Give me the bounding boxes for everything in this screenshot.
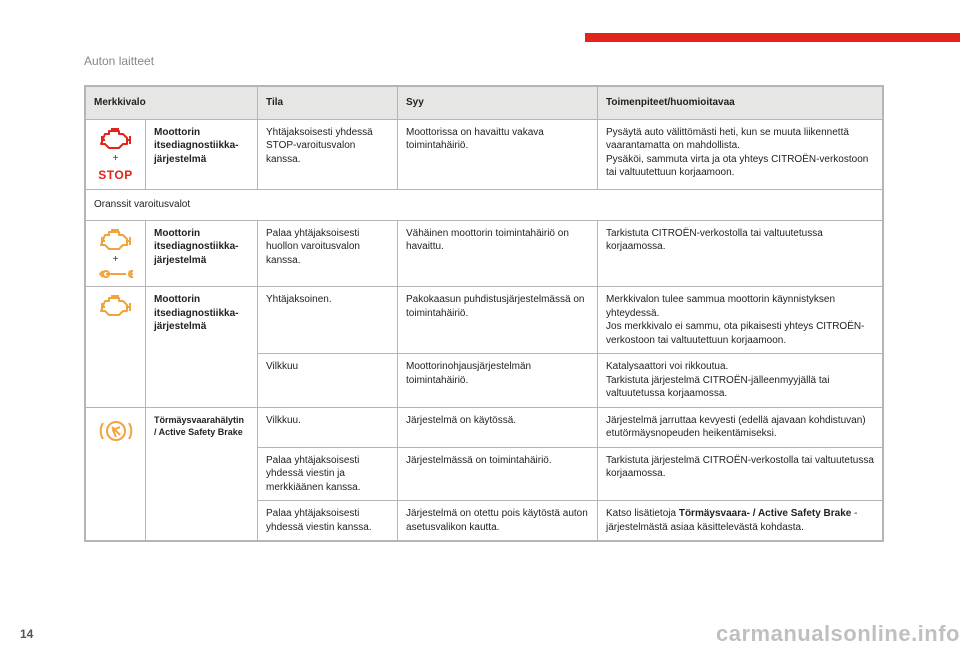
plus-symbol: + [94, 152, 137, 166]
state-cell: Palaa yhtäjaksoisesti yhdessä viestin ja… [258, 447, 398, 501]
table-row: Törmäysvaarahälytin / Active Safety Brak… [86, 407, 883, 447]
state-cell: Vilkkuu. [258, 407, 398, 447]
action-cell: Tarkistuta järjestelmä CITROËN-verkostol… [598, 447, 883, 501]
state-cell: Yhtäjaksoisesti yhdessä STOP-varoitusval… [258, 119, 398, 190]
cause-cell: Moottorissa on havaittu vakava toimintah… [398, 119, 598, 190]
section-heading-row: Oranssit varoitusvalot [86, 190, 883, 221]
state-cell: Palaa yhtäjaksoisesti huollon varoitusva… [258, 220, 398, 287]
section-heading: Oranssit varoitusvalot [86, 190, 883, 221]
header-action: Toimenpiteet/huomioitavaa [598, 87, 883, 120]
engine-icon [99, 295, 133, 317]
indicator-name: Moottorin itsediagnostiikka-järjestelmä [146, 119, 258, 190]
table-header-row: Merkkivalo Tila Syy Toimenpiteet/huomioi… [86, 87, 883, 120]
icon-cell [86, 287, 146, 408]
wrench-icon [99, 268, 133, 280]
indicator-name: Törmäysvaarahälytin / Active Safety Brak… [146, 407, 258, 541]
action-cell: Järjestelmä jarruttaa kevyesti (edellä a… [598, 407, 883, 447]
cause-cell: Vähäinen moottorin toimintahäiriö on hav… [398, 220, 598, 287]
cause-cell: Moottorinohjausjärjestelmän toimintahäir… [398, 354, 598, 408]
action-cell: Pysäytä auto välittömästi heti, kun se m… [598, 119, 883, 190]
icon-cell: + STOP [86, 119, 146, 190]
page-number: 14 [20, 627, 33, 641]
icon-cell [86, 407, 146, 541]
header-state: Tila [258, 87, 398, 120]
state-cell: Vilkkuu [258, 354, 398, 408]
indicator-name: Moottorin itsediagnostiikka-järjestelmä [146, 220, 258, 287]
collision-brake-icon [96, 416, 136, 446]
cause-cell: Järjestelmä on käytössä. [398, 407, 598, 447]
cause-cell: Järjestelmä on otettu pois käytöstä auto… [398, 501, 598, 541]
table-row: + Moottorin itsediagnostiikka-järjestelm… [86, 220, 883, 287]
top-accent-bar [585, 33, 960, 42]
icon-cell: + [86, 220, 146, 287]
action-cell: Merkkivalon tulee sammua moottorin käynn… [598, 287, 883, 354]
action-text-pre: Katso lisätietoja [606, 508, 679, 519]
table-row: + STOP Moottorin itsediagnostiikka-järje… [86, 119, 883, 190]
header-indicator: Merkkivalo [86, 87, 258, 120]
cause-cell: Pakokaasun puhdistusjärjestelmässä on to… [398, 287, 598, 354]
engine-icon [99, 128, 133, 150]
cause-cell: Järjestelmässä on toimintahäiriö. [398, 447, 598, 501]
action-cell: Tarkistuta CITROËN-verkostolla tai valtu… [598, 220, 883, 287]
watermark: carmanualsonline.info [716, 621, 960, 647]
action-text-bold: Törmäysvaara- / Active Safety Brake [679, 508, 852, 519]
plus-symbol: + [94, 253, 137, 267]
table-row: Moottorin itsediagnostiikka-järjestelmä … [86, 287, 883, 354]
engine-icon [99, 229, 133, 251]
stop-icon: STOP [94, 167, 137, 183]
state-cell: Yhtäjaksoinen. [258, 287, 398, 354]
action-cell: Katso lisätietoja Törmäysvaara- / Active… [598, 501, 883, 541]
action-cell: Katalysaattori voi rikkoutua. Tarkistuta… [598, 354, 883, 408]
section-title: Auton laitteet [84, 54, 154, 68]
state-cell: Palaa yhtäjaksoisesti yhdessä viestin ka… [258, 501, 398, 541]
indicator-table: Merkkivalo Tila Syy Toimenpiteet/huomioi… [84, 85, 884, 542]
header-cause: Syy [398, 87, 598, 120]
indicator-name: Moottorin itsediagnostiikka-järjestelmä [146, 287, 258, 408]
